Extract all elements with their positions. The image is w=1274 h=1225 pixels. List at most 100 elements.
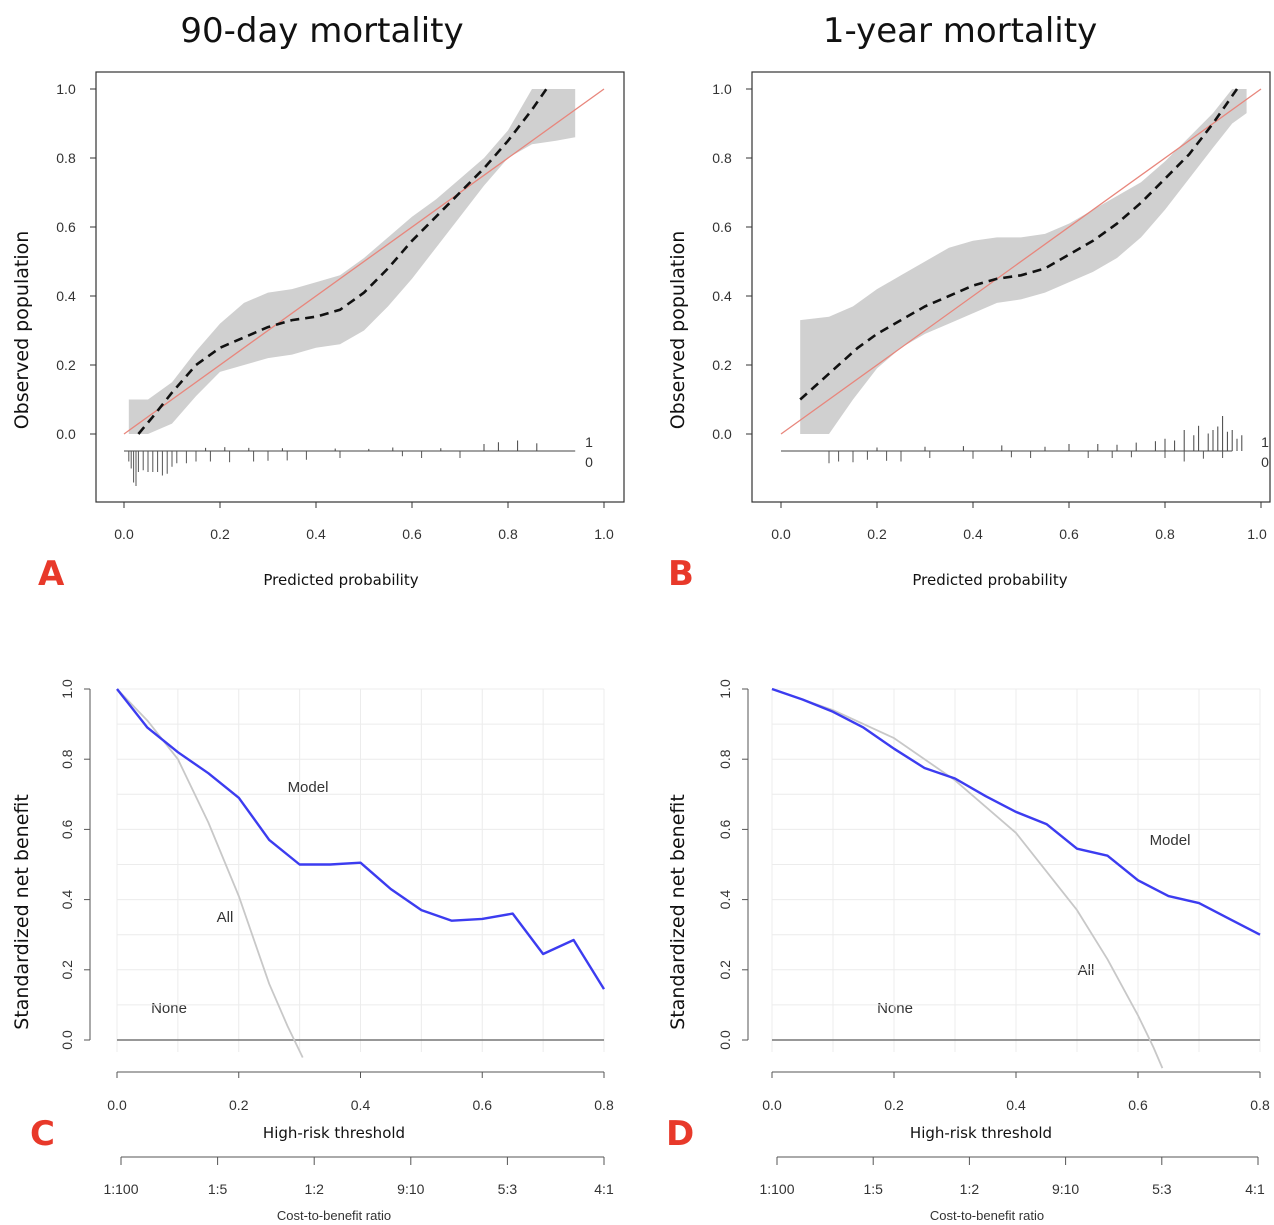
panel-letter-b: B (668, 554, 694, 594)
panel-letter-d: D (666, 1114, 694, 1154)
y-tick-label: 0.6 (59, 819, 75, 839)
x-tick-label: 0.4 (351, 1097, 371, 1113)
confidence-band (128, 89, 576, 434)
model-curve (116, 688, 606, 990)
cost-ratio-label: Cost-to-benefit ratio (277, 1208, 391, 1223)
panel-c-x-axis: 0.0 0.2 0.4 0.6 0.8 (107, 1071, 614, 1113)
cost-ratio-tick: 1:5 (208, 1181, 228, 1197)
panel-d-x-axis: 0.0 0.2 0.4 0.6 0.8 (762, 1071, 1270, 1113)
calibration-curve (137, 88, 548, 435)
panel-b-y-axis: 0.0 0.2 0.4 0.6 0.8 1.0 (712, 81, 732, 442)
panel-b-x-label: Predicted probability (912, 571, 1067, 589)
cost-ratio-tick: 5:3 (498, 1181, 518, 1197)
none-annotation: None (877, 1000, 913, 1017)
panel-d-y-label: Standardized net benefit (667, 794, 689, 1030)
x-tick-label: 0.4 (1006, 1097, 1026, 1113)
y-tick-label: 0.6 (56, 219, 76, 235)
panel-a-plot (90, 88, 605, 508)
x-tick-label: 0.8 (1155, 526, 1175, 542)
y-tick-label: 1.0 (717, 679, 733, 699)
model-annotation: Model (1150, 832, 1191, 849)
panel-d-y-axis: 0.0 0.2 0.4 0.6 0.8 1.0 (717, 679, 749, 1050)
panel-b-y-label: Observed population (667, 231, 689, 430)
panel-c-plot (84, 688, 606, 1165)
all-curve (116, 688, 304, 1058)
x-tick-label: 0.4 (963, 526, 983, 542)
panel-b-x-axis: 0.0 0.2 0.4 0.6 0.8 1.0 (771, 526, 1267, 542)
x-tick-label: 1.0 (594, 526, 614, 542)
y-tick-label: 0.8 (59, 749, 75, 769)
x-tick-label: 0.2 (229, 1097, 249, 1113)
cost-ratio-tick: 5:3 (1152, 1181, 1172, 1197)
x-tick-label: 0.6 (402, 526, 422, 542)
y-tick-label: 0.8 (717, 749, 733, 769)
panel-a: 90-day mortality 0.0 0.2 0.4 0.6 0.8 1.0… (11, 11, 625, 594)
x-tick-label: 0.2 (210, 526, 230, 542)
panel-d-secondary-axis: 1:100 1:5 1:2 9:10 5:3 4:1 Cost-to-benef… (759, 1156, 1265, 1223)
panel-c: 0.0 0.2 0.4 0.6 0.8 1.0 0.0 0.2 0.4 0.6 … (11, 679, 614, 1223)
model-curve (771, 687, 1261, 936)
cost-ratio-tick: 4:1 (1245, 1181, 1265, 1197)
panel-b-title: 1-year mortality (823, 11, 1097, 51)
panel-a-title: 90-day mortality (180, 11, 463, 51)
none-annotation: None (151, 1000, 187, 1017)
panel-c-y-axis: 0.0 0.2 0.4 0.6 0.8 1.0 (59, 679, 91, 1050)
panel-c-secondary-axis: 1:100 1:5 1:2 9:10 5:3 4:1 Cost-to-benef… (103, 1156, 614, 1223)
panel-b-frame (751, 71, 1271, 503)
reference-line (123, 88, 605, 435)
y-tick-label: 0.0 (712, 426, 732, 442)
y-tick-label: 0.0 (59, 1030, 75, 1050)
y-tick-label: 0.4 (712, 288, 732, 304)
confidence-band (800, 89, 1247, 434)
y-tick-label: 0.2 (717, 960, 733, 980)
panel-letter-c: C (30, 1114, 55, 1154)
rug-label-0: 0 (585, 454, 593, 470)
reference-line (780, 88, 1262, 435)
y-tick-label: 0.0 (56, 426, 76, 442)
cost-ratio-tick: 9:10 (397, 1181, 424, 1197)
panel-d-x-label: High-risk threshold (910, 1124, 1052, 1142)
x-tick-label: 0.0 (114, 526, 134, 542)
panel-c-x-label: High-risk threshold (263, 1124, 405, 1142)
x-tick-label: 0.8 (498, 526, 518, 542)
y-tick-label: 0.6 (717, 819, 733, 839)
all-curve (771, 688, 1164, 1069)
x-tick-label: 0.6 (1059, 526, 1079, 542)
x-tick-label: 0.2 (884, 1097, 904, 1113)
x-tick-label: 1.0 (1247, 526, 1267, 542)
cost-ratio-tick: 1:100 (103, 1181, 138, 1197)
rug-label-0: 0 (1261, 454, 1269, 470)
y-tick-label: 0.2 (712, 357, 732, 373)
y-tick-label: 0.2 (59, 960, 75, 980)
panel-b-plot (746, 88, 1262, 508)
panel-a-x-axis: 0.0 0.2 0.4 0.6 0.8 1.0 (114, 526, 614, 542)
all-annotation: All (1078, 962, 1095, 979)
cost-ratio-tick: 4:1 (594, 1181, 614, 1197)
y-tick-label: 0.6 (712, 219, 732, 235)
panel-letter-a: A (38, 554, 65, 594)
cost-ratio-tick: 1:2 (960, 1181, 980, 1197)
y-tick-label: 1.0 (56, 81, 76, 97)
cost-ratio-tick: 1:100 (759, 1181, 794, 1197)
x-tick-label: 0.4 (306, 526, 326, 542)
panel-d-plot (742, 687, 1261, 1165)
y-tick-label: 0.8 (56, 150, 76, 166)
all-annotation: All (217, 909, 234, 926)
x-tick-label: 0.6 (473, 1097, 493, 1113)
x-tick-label: 0.0 (107, 1097, 127, 1113)
cost-ratio-label: Cost-to-benefit ratio (930, 1208, 1044, 1223)
x-tick-label: 0.8 (594, 1097, 614, 1113)
x-tick-label: 0.2 (867, 526, 887, 542)
panel-a-y-axis: 0.0 0.2 0.4 0.6 0.8 1.0 (56, 81, 76, 442)
y-tick-label: 1.0 (712, 81, 732, 97)
panel-b: 1-year mortality 0.0 0.2 0.4 0.6 0.8 1.0… (667, 11, 1271, 594)
y-tick-label: 0.0 (717, 1030, 733, 1050)
x-tick-label: 0.8 (1250, 1097, 1270, 1113)
calibration-curve (799, 88, 1239, 401)
y-tick-label: 0.4 (717, 890, 733, 910)
cost-ratio-tick: 1:5 (863, 1181, 883, 1197)
panel-c-y-label: Standardized net benefit (11, 794, 33, 1030)
panel-d: 0.0 0.2 0.4 0.6 0.8 1.0 0.0 0.2 0.4 0.6 … (666, 679, 1270, 1223)
y-tick-label: 0.2 (56, 357, 76, 373)
